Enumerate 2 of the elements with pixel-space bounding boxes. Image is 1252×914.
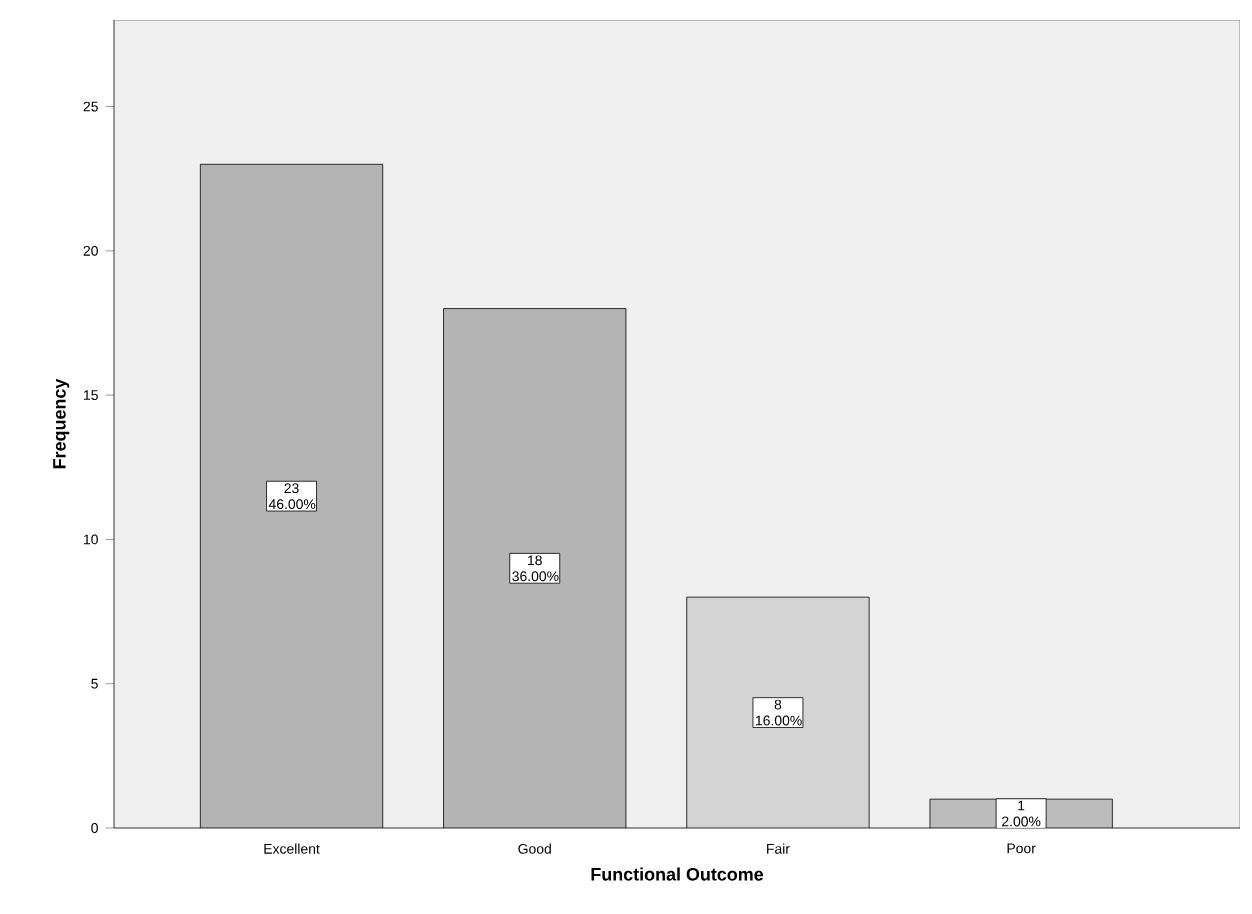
x-axis-title: Functional Outcome [591, 867, 764, 881]
y-axis-title: Frequency [53, 378, 70, 469]
